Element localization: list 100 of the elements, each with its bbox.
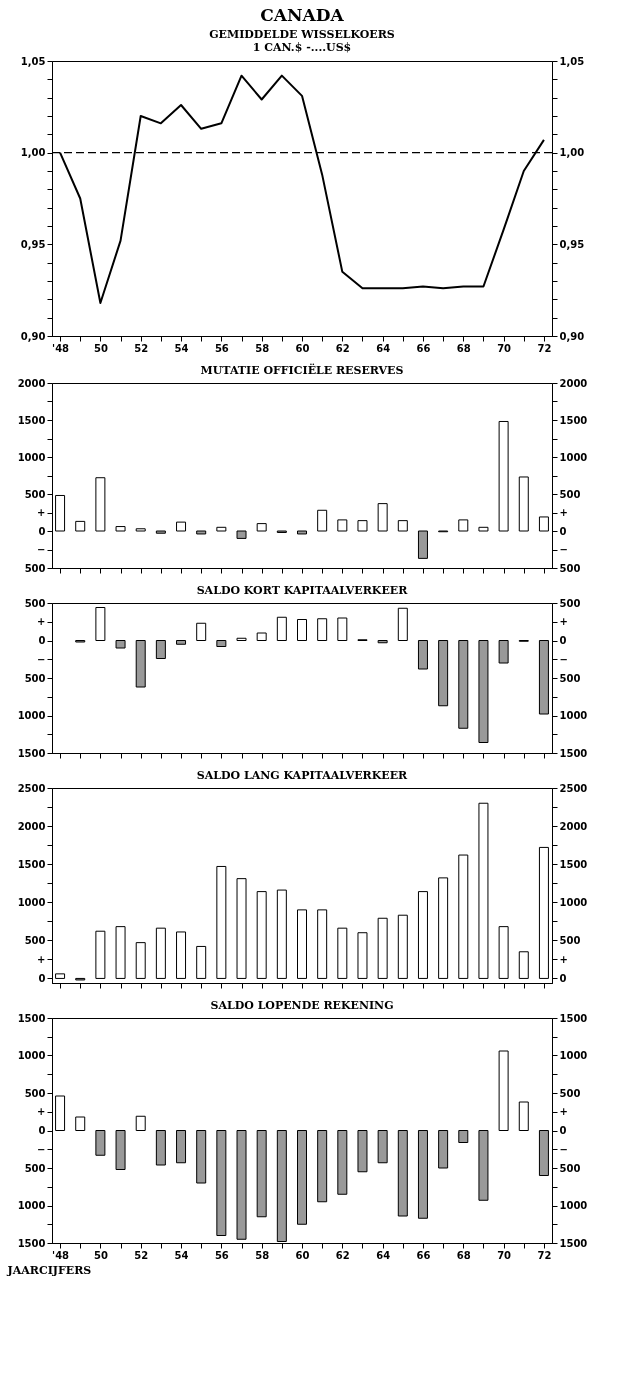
y-tick-label: 1000: [17, 451, 46, 463]
bar: [357, 1130, 368, 1173]
y2-tick-label: 0: [559, 1125, 567, 1136]
y2-tick-label: 500: [559, 1162, 581, 1174]
y2-tick-label: 1,05: [559, 55, 585, 67]
x-tick-label: 58: [255, 1249, 270, 1261]
bar: [417, 1130, 428, 1219]
bar: [297, 909, 307, 979]
bar: [236, 878, 247, 979]
x-tick-label: 54: [174, 342, 189, 354]
y-tick-label: 0,90: [20, 330, 46, 342]
y2-tick-label: 0: [559, 972, 567, 984]
bar: [518, 476, 529, 532]
y2-tick-label: 500: [559, 1087, 581, 1099]
y-tick-label: 500: [24, 672, 46, 684]
bar: [196, 945, 207, 979]
x-tick-label: 62: [335, 1249, 350, 1261]
bar: [458, 640, 469, 729]
x-tick-label: 56: [214, 1249, 229, 1261]
y-tick-label: 0,95: [20, 238, 46, 250]
y2-tick-label: +: [559, 953, 568, 965]
bar: [498, 420, 509, 532]
bar: [357, 932, 368, 979]
bar: [216, 1130, 227, 1236]
bar: [95, 930, 106, 979]
bar: [155, 640, 166, 659]
y2-tick-label: 2500: [559, 782, 588, 794]
bar: [115, 526, 126, 532]
bar: [317, 618, 328, 641]
x-tick-label: 56: [214, 342, 229, 354]
bar: [538, 516, 549, 532]
bar: [196, 1130, 207, 1184]
y2-tick-label: 0: [559, 635, 567, 646]
bar: [176, 1130, 187, 1164]
bar: [155, 1130, 166, 1166]
bar: [135, 528, 146, 532]
y-tick-label: 0: [38, 1125, 46, 1136]
y-tick-label: +: [37, 507, 46, 518]
y2-tick-label: 2000: [559, 820, 588, 832]
bar: [176, 640, 187, 645]
bar: [458, 854, 469, 979]
chart-title: SALDO LOPENDE REKENING: [210, 999, 394, 1012]
bar: [297, 1130, 307, 1225]
bar: [216, 526, 227, 532]
bar: [498, 1050, 509, 1131]
y-tick-label: 1500: [17, 414, 46, 426]
y-tick-label: 1000: [17, 710, 46, 721]
y2-tick-label: −: [559, 653, 568, 665]
y2-tick-label: 1000: [559, 451, 588, 463]
bar: [478, 640, 489, 743]
bar: [397, 1130, 408, 1217]
bar: [256, 632, 267, 641]
x-tick-label: 64: [376, 342, 391, 354]
y-tick-label: 1000: [17, 1200, 46, 1211]
bar: [176, 931, 187, 979]
x-tick-label: 66: [416, 1249, 431, 1261]
x-tick-label: '48: [52, 342, 70, 354]
bar: [256, 1130, 267, 1218]
bar: [377, 1130, 388, 1164]
bar: [538, 1130, 549, 1176]
y-tick-label: 1,05: [20, 55, 46, 67]
x-tick-label: 52: [134, 1249, 149, 1261]
bar: [95, 607, 106, 641]
y-tick-label: 500: [24, 934, 46, 946]
bar: [135, 1115, 146, 1131]
bar: [518, 1101, 529, 1131]
y2-tick-label: 500: [559, 934, 581, 946]
bar: [155, 927, 166, 979]
x-tick-label: 52: [134, 342, 149, 354]
y2-tick-label: 2000: [559, 377, 588, 389]
bar: [357, 520, 368, 532]
bar: [297, 619, 307, 641]
y-tick-label: 0: [38, 635, 46, 646]
bar: [417, 530, 428, 559]
x-tick-label: '48: [52, 1249, 70, 1261]
bar: [438, 640, 449, 707]
bar: [115, 640, 126, 649]
bar: [337, 617, 348, 641]
y2-tick-label: 0,95: [559, 238, 585, 250]
bar: [95, 477, 106, 532]
bar: [297, 530, 307, 535]
bar: [196, 530, 207, 535]
y2-tick-label: 500: [559, 562, 581, 574]
y2-tick-label: 1500: [559, 858, 588, 870]
x-tick-label: 70: [497, 342, 512, 354]
y2-tick-label: 1500: [559, 747, 588, 759]
bar: [216, 640, 227, 647]
bar: [478, 526, 489, 532]
y-tick-label: +: [37, 616, 46, 628]
chart-title: CANADA: [260, 5, 345, 25]
chart-subtitle: GEMIDDELDE WISSELKOERS: [209, 28, 395, 41]
bar: [95, 1130, 106, 1156]
y-tick-label: −: [37, 544, 46, 555]
y-tick-label: 0: [38, 525, 46, 537]
bar: [115, 926, 126, 979]
y2-tick-label: 500: [559, 597, 581, 609]
bar: [216, 865, 227, 979]
bar: [377, 917, 388, 979]
y-tick-label: 500: [24, 488, 46, 500]
y-tick-label: 1500: [17, 1237, 46, 1249]
